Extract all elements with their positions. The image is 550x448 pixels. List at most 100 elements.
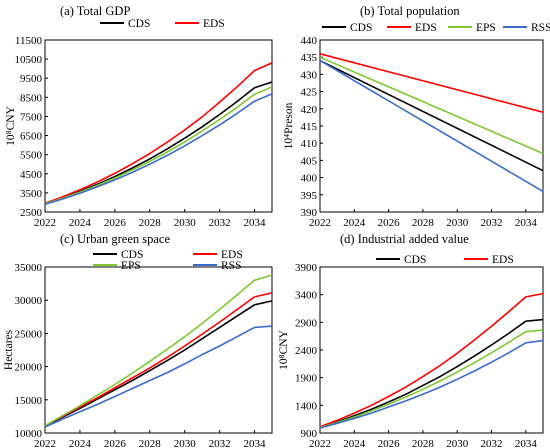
y-tick-label: 3500 bbox=[20, 188, 43, 200]
legend-label: EDS bbox=[415, 22, 437, 34]
series-line-unnamed-3 bbox=[319, 339, 544, 429]
y-tick-label: 405 bbox=[301, 155, 318, 167]
series-line-cds bbox=[44, 300, 273, 428]
x-tick-label: 2032 bbox=[209, 438, 231, 448]
x-tick-label: 2030 bbox=[446, 217, 469, 229]
legend-label: EDS bbox=[221, 249, 243, 261]
series-line-cds bbox=[44, 81, 273, 205]
x-tick-label: 2024 bbox=[69, 217, 92, 229]
x-tick-label: 2032 bbox=[209, 217, 231, 229]
y-tick-label: 425 bbox=[301, 87, 318, 99]
x-tick-label: 2026 bbox=[378, 438, 401, 448]
x-tick-label: 2030 bbox=[174, 438, 197, 448]
chart-title: (a) Total GDP bbox=[60, 4, 130, 18]
legend-label: RSS bbox=[221, 260, 241, 272]
y-tick-label: 7500 bbox=[20, 111, 43, 123]
chart-panel-1: (b) Total population 390 395 400 405 410 415 42… bbox=[283, 4, 550, 229]
plot-frame bbox=[44, 39, 273, 213]
x-tick-label: 2022 bbox=[34, 438, 56, 448]
y-tick-label: 30000 bbox=[15, 295, 43, 307]
series-line-eps bbox=[319, 56, 544, 155]
y-tick-label: 5500 bbox=[20, 150, 43, 162]
plot-frame bbox=[319, 266, 544, 434]
series-line-unnamed-2 bbox=[319, 329, 544, 429]
y-tick-label: 11500 bbox=[15, 35, 43, 47]
x-tick-label: 2028 bbox=[412, 217, 435, 229]
y-tick-label: 410 bbox=[301, 138, 318, 150]
plot-frame bbox=[44, 266, 273, 434]
y-tick-label: 400 bbox=[301, 173, 318, 185]
x-tick-label: 2028 bbox=[139, 217, 162, 229]
x-tick-label: 2034 bbox=[515, 217, 538, 229]
legend-label: EPS bbox=[476, 22, 496, 34]
x-tick-label: 2028 bbox=[139, 438, 162, 448]
chart-panel-2: (c) Urban green space 10000 15000 20000 2500… bbox=[3, 232, 273, 448]
y-tick-label: 6500 bbox=[20, 131, 43, 143]
y-axis-label: 10⁸CNY bbox=[278, 329, 290, 369]
y-tick-label: 2500 bbox=[20, 207, 43, 219]
series-line-unnamed-3 bbox=[44, 93, 273, 206]
legend-label: EDS bbox=[492, 254, 514, 266]
series-line-eds bbox=[319, 292, 544, 428]
x-tick-label: 2028 bbox=[412, 438, 435, 448]
y-axis-label: Hectares bbox=[3, 329, 15, 370]
x-tick-label: 2032 bbox=[481, 438, 503, 448]
legend-label: EDS bbox=[203, 18, 225, 30]
chart-panel-0: (a) Total GDP 2500 3500 4500 5500 6500 7500 850… bbox=[5, 4, 273, 229]
series-line-cds bbox=[319, 318, 544, 429]
series-line-unnamed-2 bbox=[44, 86, 273, 205]
y-axis-label: 10⁴Preson bbox=[283, 102, 295, 149]
y-tick-label: 390 bbox=[301, 207, 318, 219]
x-tick-label: 2024 bbox=[343, 438, 366, 448]
y-tick-label: 25000 bbox=[15, 328, 43, 340]
x-tick-label: 2022 bbox=[309, 438, 331, 448]
legend-label: CDS bbox=[350, 22, 372, 34]
series-line-cds bbox=[319, 59, 544, 172]
legend-label: CDS bbox=[121, 249, 143, 261]
y-tick-label: 9500 bbox=[20, 73, 43, 85]
chart-title: (c) Urban green space bbox=[60, 232, 170, 246]
x-tick-label: 2034 bbox=[244, 438, 267, 448]
y-tick-label: 3400 bbox=[295, 290, 318, 302]
x-tick-label: 2030 bbox=[174, 217, 197, 229]
x-tick-label: 2026 bbox=[104, 217, 127, 229]
y-tick-label: 2900 bbox=[295, 317, 318, 329]
y-tick-label: 435 bbox=[301, 52, 318, 64]
y-tick-label: 4500 bbox=[20, 169, 43, 181]
y-tick-label: 8500 bbox=[20, 92, 43, 104]
y-tick-label: 1400 bbox=[295, 400, 318, 412]
y-tick-label: 15000 bbox=[15, 395, 43, 407]
chart-title: (b) Total population bbox=[360, 4, 460, 18]
series-line-rss bbox=[44, 325, 273, 428]
legend-label: CDS bbox=[128, 18, 150, 30]
x-tick-label: 2026 bbox=[104, 438, 127, 448]
x-tick-label: 2024 bbox=[343, 217, 366, 229]
y-tick-label: 10500 bbox=[15, 54, 43, 66]
legend-label: RSS bbox=[531, 22, 550, 34]
y-tick-label: 2400 bbox=[295, 345, 318, 357]
y-tick-label: 20000 bbox=[15, 362, 43, 374]
y-tick-label: 10000 bbox=[15, 428, 43, 440]
series-line-eds bbox=[44, 62, 273, 204]
y-axis-label: 10⁸CNY bbox=[5, 105, 17, 145]
y-tick-label: 415 bbox=[301, 121, 318, 133]
x-tick-label: 2034 bbox=[244, 217, 267, 229]
x-tick-label: 2026 bbox=[378, 217, 401, 229]
y-tick-label: 3900 bbox=[295, 262, 318, 274]
y-tick-label: 35000 bbox=[15, 262, 43, 274]
x-tick-label: 2032 bbox=[481, 217, 503, 229]
x-tick-label: 2030 bbox=[446, 438, 469, 448]
series-line-eps bbox=[44, 274, 273, 427]
chart-panel-3: (d) Industrial added value 900 1400 1900 240… bbox=[278, 232, 544, 448]
legend-label: CDS bbox=[404, 254, 426, 266]
y-tick-label: 1900 bbox=[295, 373, 318, 385]
series-line-eds bbox=[319, 53, 544, 113]
y-tick-label: 420 bbox=[301, 104, 318, 116]
y-tick-label: 430 bbox=[301, 69, 318, 81]
x-tick-label: 2022 bbox=[309, 217, 331, 229]
y-tick-label: 440 bbox=[301, 35, 318, 47]
series-line-eds bbox=[44, 292, 273, 427]
chart-title: (d) Industrial added value bbox=[340, 232, 469, 246]
y-tick-label: 395 bbox=[301, 190, 318, 202]
